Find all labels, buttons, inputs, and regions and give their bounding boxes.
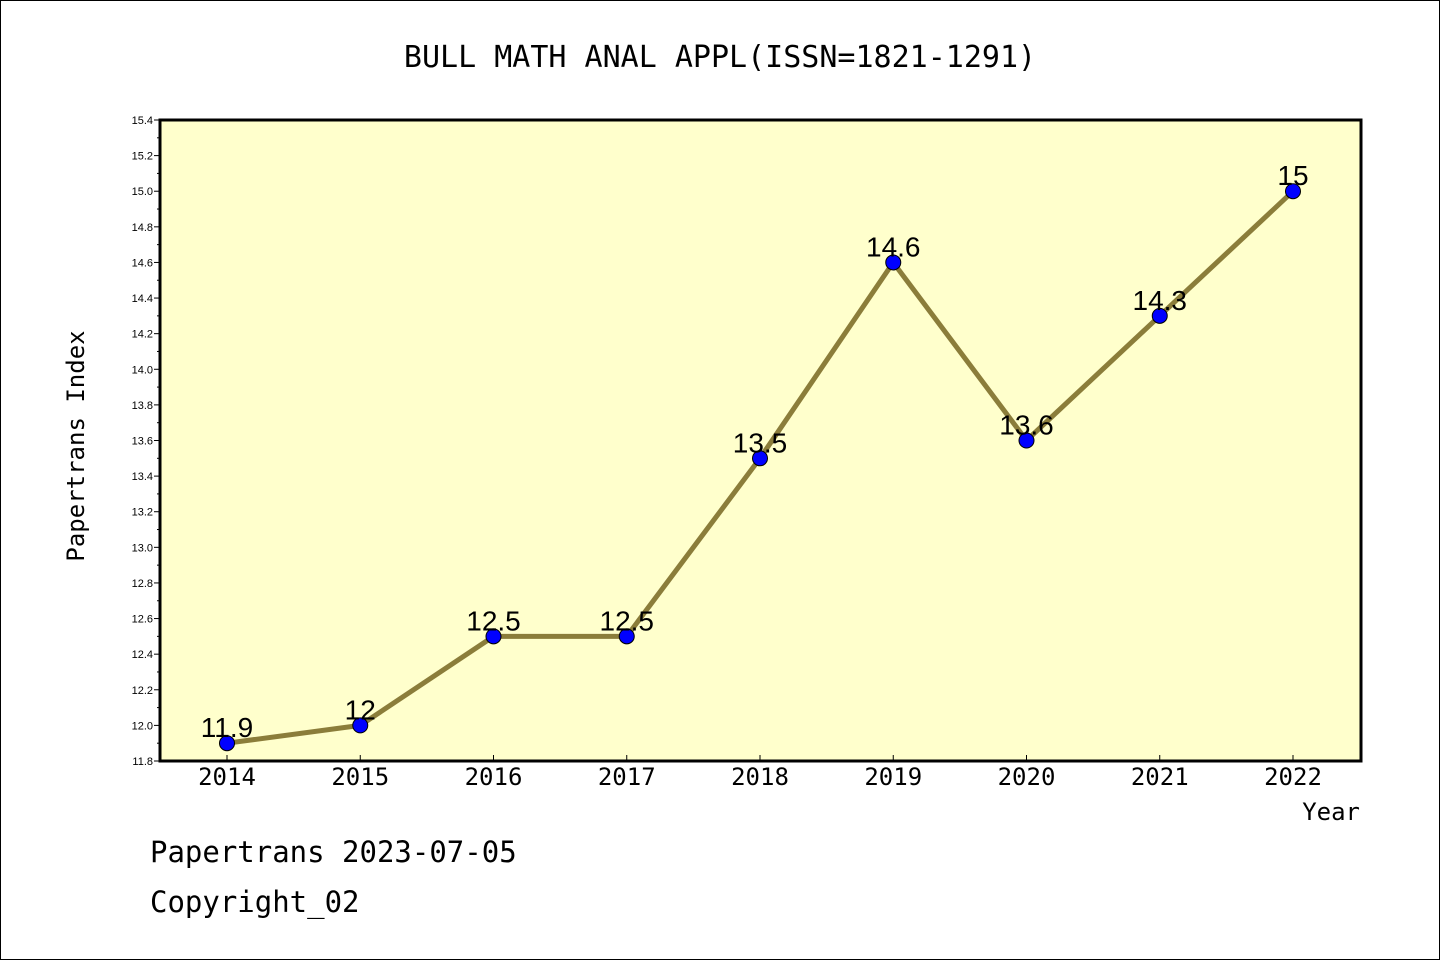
data-label: 13.5 xyxy=(733,427,788,458)
y-tick-label: 13.6 xyxy=(132,436,153,448)
x-tick-label: 2015 xyxy=(331,763,389,791)
x-tick-label: 2020 xyxy=(998,763,1056,791)
data-point xyxy=(219,735,235,752)
data-point xyxy=(885,254,902,271)
y-tick-label: 13.2 xyxy=(132,507,153,519)
y-tick-label: 13.8 xyxy=(132,400,153,412)
y-axis-label: Papertrans Index xyxy=(62,330,90,561)
y-tick-label: 11.8 xyxy=(132,756,153,768)
data-label: 14.3 xyxy=(1133,285,1188,316)
x-tick-label: 2021 xyxy=(1131,763,1189,791)
x-tick-label: 2018 xyxy=(731,763,789,791)
data-label: 15 xyxy=(1277,160,1308,191)
data-point xyxy=(618,628,635,645)
data-point xyxy=(1151,307,1168,324)
y-tick-label: 13.0 xyxy=(132,542,153,554)
x-axis-label: Year xyxy=(1302,798,1360,826)
data-point xyxy=(752,450,768,467)
y-axis: 11.8 12.0 12.2 12.4 12.6 12.8 13.0 13.2 13.4 13.6… xyxy=(132,115,160,768)
data-label-group: 11.9 12 12.5 12.5 13.5 14.6 13.6 14.3 15 xyxy=(201,160,1309,743)
x-tick-label: 2017 xyxy=(598,763,656,791)
y-tick-label: 14.0 xyxy=(132,364,153,376)
data-label: 12.5 xyxy=(466,605,521,636)
footer-date: Papertrans 2023-07-05 xyxy=(150,835,517,869)
y-tick-label: 12.0 xyxy=(132,720,153,732)
y-tick-label: 14.2 xyxy=(132,329,153,341)
data-point xyxy=(485,628,502,645)
data-point xyxy=(1285,183,1301,200)
data-label: 14.6 xyxy=(866,231,921,262)
y-tick-label: 15.0 xyxy=(132,186,153,198)
x-tick-label: 2019 xyxy=(864,763,922,791)
y-tick-label: 15.4 xyxy=(132,115,153,127)
y-tick-label: 12.4 xyxy=(132,649,153,661)
y-tick-label: 12.6 xyxy=(132,614,153,626)
data-label: 12.5 xyxy=(600,605,655,636)
data-label: 11.9 xyxy=(201,712,253,743)
y-tick-label: 12.2 xyxy=(132,685,153,697)
data-label: 12 xyxy=(345,694,376,725)
y-tick-label: 15.2 xyxy=(132,151,153,163)
plot-area xyxy=(158,118,1363,763)
data-point xyxy=(1018,432,1035,449)
marker-group xyxy=(219,183,1301,752)
x-tick-label: 2016 xyxy=(465,763,523,791)
chart-title: BULL MATH ANAL APPL(ISSN=1821-1291) xyxy=(404,40,1036,75)
y-tick-label: 14.6 xyxy=(132,257,153,269)
y-tick-label: 13.4 xyxy=(132,471,153,483)
x-tick-label: 2022 xyxy=(1264,763,1322,791)
footer-copyright: Copyright_02 xyxy=(150,885,360,919)
x-axis: 2014 2015 2016 2017 2018 2019 2020 2021 2022 xyxy=(198,755,1322,791)
y-tick-label: 14.4 xyxy=(132,293,153,305)
x-tick-label: 2014 xyxy=(198,763,256,791)
data-label: 13.6 xyxy=(999,410,1054,441)
data-point xyxy=(352,717,369,734)
y-tick-label: 14.8 xyxy=(132,222,153,234)
y-tick-label: 12.8 xyxy=(132,578,153,590)
